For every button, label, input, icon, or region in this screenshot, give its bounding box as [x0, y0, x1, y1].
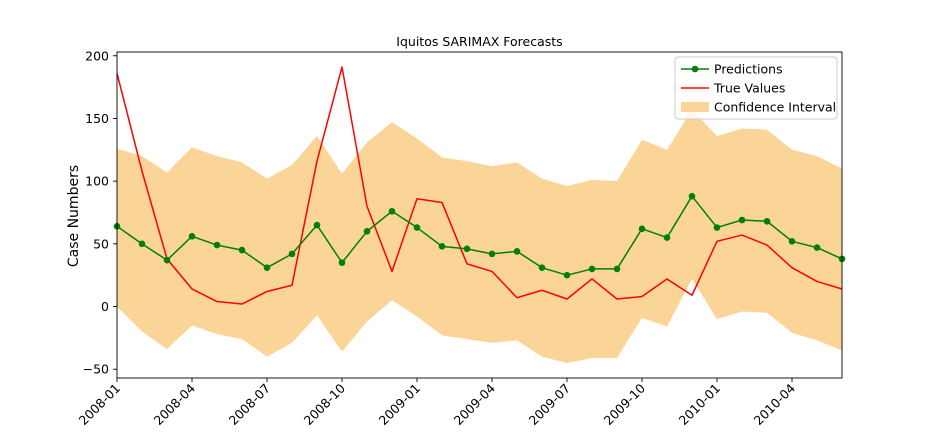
prediction-point: [213, 241, 221, 249]
y-tick-label: 100: [85, 174, 109, 189]
confidence-interval-layer: [117, 109, 842, 363]
prediction-point: [363, 228, 371, 235]
x-tick-label: 2009-01: [376, 381, 424, 429]
predictions-line: [116, 195, 843, 276]
prediction-point: [238, 246, 246, 254]
prediction-point: [413, 224, 421, 231]
y-tick-label: 200: [85, 48, 109, 63]
prediction-point: [563, 271, 571, 279]
prediction-point: [438, 243, 446, 250]
prediction-point: [338, 259, 346, 266]
prediction-point: [613, 265, 621, 273]
y-axis-label: Case Numbers: [66, 165, 82, 267]
chart-title: Iquitos SARIMAX Forecasts: [396, 34, 562, 49]
x-tick-label: 2009-07: [526, 381, 574, 429]
prediction-point: [538, 264, 546, 271]
prediction-point: [788, 238, 796, 245]
x-tick-label: 2010-04: [751, 380, 799, 428]
y-tick-label: −50: [83, 362, 109, 377]
prediction-point: [663, 234, 671, 241]
legend-predictions-marker-icon: [691, 65, 699, 73]
prediction-point: [313, 221, 321, 229]
plot-frame: [116, 51, 843, 379]
x-tick-label: 2008-10: [301, 380, 349, 428]
legend-confidence-interval-label: Confidence Interval: [714, 100, 836, 115]
y-tick-label: 50: [93, 236, 109, 251]
confidence-interval-band: [117, 109, 842, 363]
prediction-point: [463, 245, 471, 253]
y-tick-label: 150: [85, 111, 109, 126]
legend: Predictions True Values Confidence Interva…: [674, 56, 838, 120]
prediction-point: [738, 216, 746, 224]
prediction-point: [138, 240, 146, 248]
legend-box: [674, 56, 838, 120]
series-layer: [113, 66, 846, 305]
prediction-point: [188, 233, 196, 240]
x-tick-label: 2010-01: [676, 381, 724, 429]
prediction-point: [488, 250, 496, 258]
legend-confidence-interval-swatch: [681, 102, 709, 112]
prediction-point: [163, 256, 171, 264]
legend-predictions-label: Predictions: [714, 62, 783, 77]
prediction-point: [388, 207, 396, 215]
prediction-point: [763, 217, 771, 225]
prediction-point: [688, 192, 696, 200]
true-values-line: [116, 66, 843, 305]
x-tick-label: 2009-10: [601, 380, 649, 428]
x-tick-label: 2008-04: [151, 380, 199, 428]
y-tick-label: 0: [101, 299, 109, 314]
prediction-point: [713, 224, 721, 231]
prediction-point: [288, 250, 296, 258]
prediction-point: [513, 248, 521, 255]
prediction-point: [588, 265, 596, 273]
prediction-point: [813, 244, 821, 251]
prediction-point: [263, 264, 271, 271]
x-tick-label: 2008-01: [76, 381, 124, 429]
prediction-point: [638, 225, 646, 233]
x-tick-label: 2008-07: [226, 381, 274, 429]
legend-true-values-label: True Values: [713, 81, 785, 96]
x-tick-label: 2009-04: [451, 380, 499, 428]
